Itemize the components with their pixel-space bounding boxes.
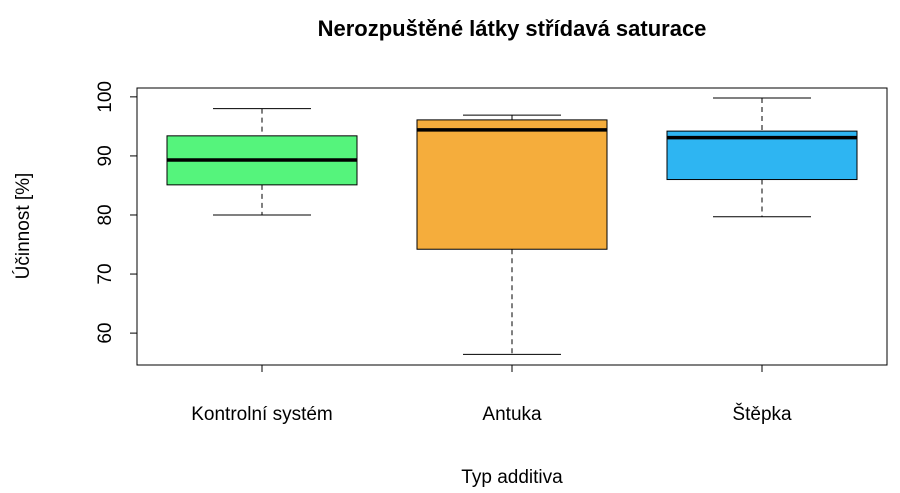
y-tick-label: 90 [95,145,116,166]
chart-title: Nerozpuštěné látky střídavá saturace [318,16,707,41]
y-tick-label: 70 [95,263,116,284]
y-axis-label: Účinnost [%] [12,173,34,280]
x-axis-label: Typ additiva [461,467,563,488]
x-tick-label: Štěpka [732,403,792,425]
y-tick-label: 80 [95,204,116,225]
x-tick-label: Kontrolní systém [191,404,333,425]
box [416,119,608,250]
y-tick-label: 60 [95,323,116,344]
x-tick-label: Antuka [482,404,542,425]
y-tick-label: 100 [95,81,116,113]
